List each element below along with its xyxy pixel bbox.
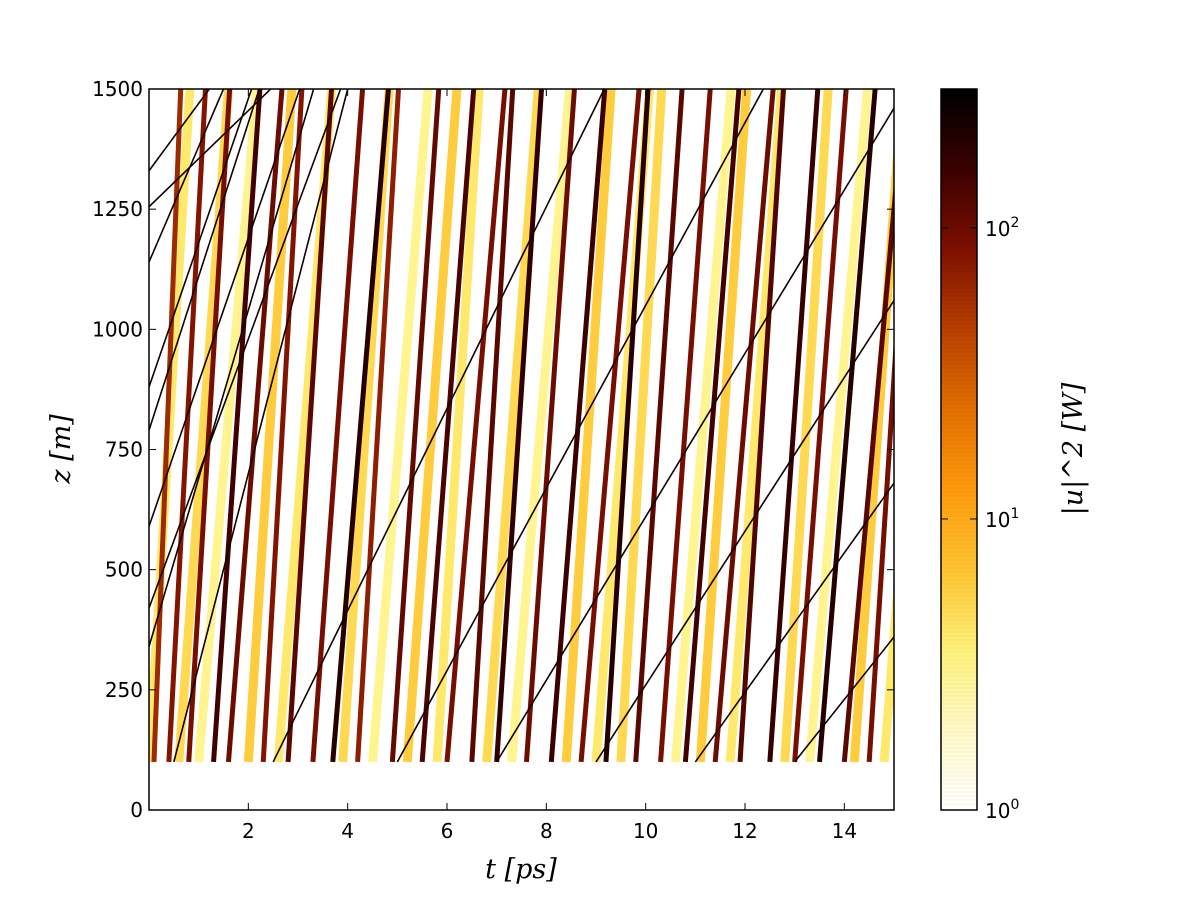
bright-streak-11 [419,89,477,763]
shallow-streak-8 [173,89,349,763]
y-axis-label: z [m] [46,414,77,485]
y-tick-label: 0 [130,798,143,822]
x-tick-label: 4 [341,819,354,843]
pale-streak-14 [670,89,736,763]
pale-streak-11 [561,89,616,763]
bright-streak-10 [389,89,442,763]
bright-streak-5 [260,89,305,763]
bright-streak-4 [225,89,285,763]
shallow-streak-9 [272,89,605,763]
bright-streak-15 [523,89,577,763]
colorbar: 100 101 102 |u|^2 [W] [940,88,1089,823]
shallow-streak-13 [694,481,894,763]
pale-streak-9 [482,89,543,763]
pale-streak-19 [849,141,894,763]
y-tick-label: 250 [105,678,143,702]
colorbar-tick-label: 101 [985,506,1019,532]
bright-streak-16 [548,89,608,763]
shallow-streak-0 [149,89,210,172]
shallow-streak-5 [149,89,301,527]
x-tick-label: 6 [441,819,454,843]
colorbar-ticks: 100 101 102 [941,215,1019,823]
x-tick-label: 2 [242,819,255,843]
shallow-streak-12 [595,299,894,763]
bright-streak-27 [841,181,894,763]
x-axis-label: t [ps] [485,854,557,885]
pale-streak-2 [194,89,262,763]
bright-streak-28 [866,338,894,763]
plot-area: 2 4 6 8 10 12 14 0 250 500 750 1000 1250 1500 [92,77,895,843]
colorbar-gradient [941,89,977,810]
shallow-streak-14 [794,635,894,763]
bright-streak-24 [767,89,821,763]
shallow-streak-7 [149,89,315,647]
pale-streak-6 [368,89,433,763]
y-tick-label: 1250 [92,197,143,221]
bright-streak-12 [444,89,508,763]
pale-streak-20 [879,580,894,763]
colorbar-tick-label: 102 [985,215,1019,241]
x-tick-label: 12 [732,819,757,843]
bright-streak-14 [494,89,545,763]
plot-background [149,89,894,810]
pale-streak-8 [432,89,484,763]
x-axis-ticks: 2 4 6 8 10 12 14 [242,89,857,843]
y-tick-label: 1500 [92,77,143,101]
bright-streak-21 [682,89,742,763]
shallow-streak-1 [149,89,272,208]
bright-streak-7 [310,89,366,763]
shallow-streak-10 [396,89,765,763]
y-tick-label: 500 [105,558,143,582]
x-tick-label: 14 [832,819,857,843]
shallow-streak-11 [495,106,894,763]
pale-streak-1 [174,89,233,763]
x-tick-label: 10 [633,819,658,843]
colorbar-tick-label: 100 [985,797,1019,823]
bright-streak-1 [166,89,208,763]
shallow-streak-3 [149,89,253,388]
shallow-streak-4 [149,89,260,431]
bright-streak-9 [355,89,401,763]
pale-streak-7 [402,89,462,763]
colorbar-frame [940,88,978,811]
y-axis-ticks: 0 250 500 750 1000 1250 1500 [92,77,894,822]
pale-streak-3 [243,89,297,763]
bright-streak-18 [603,89,651,763]
pale-streak-15 [695,89,752,763]
bright-streak-23 [737,89,786,763]
pale-streak-17 [780,89,833,763]
y-tick-label: 1000 [92,317,143,341]
bright-streak-26 [817,89,878,763]
shallow-streak-2 [149,89,225,263]
pale-streak-13 [616,89,667,763]
y-tick-label: 750 [105,438,143,462]
pale-streak-18 [805,89,872,763]
pale-streak-16 [725,89,787,763]
bright-streak-8 [330,89,391,763]
bright-streak-17 [578,89,642,763]
x-tick-label: 8 [540,819,553,843]
shallow-streak-6 [149,89,342,609]
colorbar-label: |u|^2 [W] [1058,382,1089,515]
bright-streak-6 [285,89,335,763]
heatmap-streaks [149,89,894,763]
bright-streak-13 [469,89,516,763]
pale-streak-10 [507,89,574,763]
bright-streak-22 [712,89,776,763]
bright-streak-19 [633,89,685,763]
colorbar-banding [941,91,977,805]
bright-streak-3 [211,89,263,763]
bright-streak-0 [151,89,184,763]
